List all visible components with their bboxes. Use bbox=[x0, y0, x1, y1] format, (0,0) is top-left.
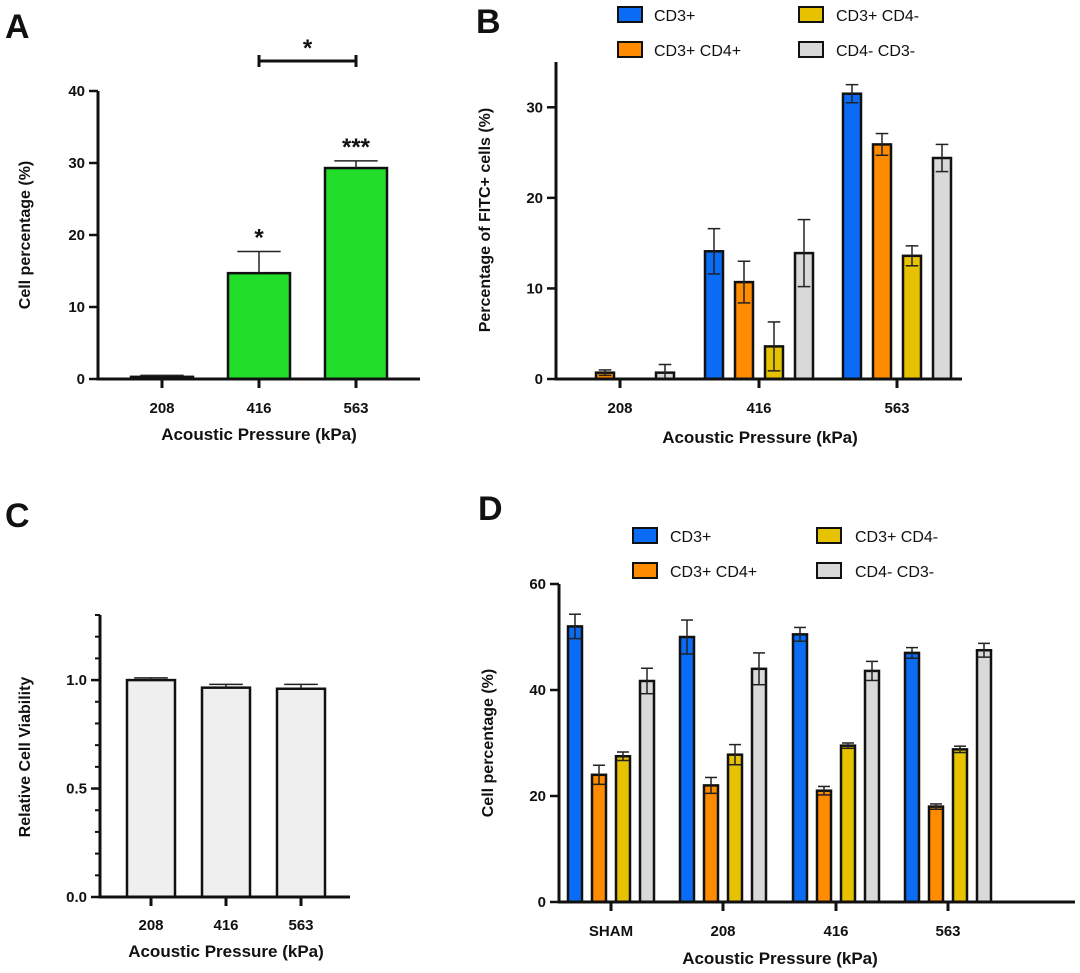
significance-marker: * bbox=[254, 225, 264, 252]
bar bbox=[951, 748, 969, 904]
bar bbox=[791, 633, 809, 904]
legend-label: CD3+ bbox=[670, 529, 711, 546]
x-tick-label: 563 bbox=[884, 400, 909, 417]
bar bbox=[815, 789, 833, 904]
legend-swatch bbox=[816, 527, 842, 544]
legend-swatch bbox=[798, 6, 824, 23]
bar bbox=[975, 649, 993, 904]
legend-label: CD4- CD3- bbox=[836, 43, 915, 60]
y-tick-label: 0.5 bbox=[66, 781, 87, 798]
legend-label: CD3+ CD4+ bbox=[654, 43, 741, 60]
bar bbox=[275, 687, 327, 899]
x-axis-label: Acoustic Pressure (kPa) bbox=[682, 949, 878, 968]
bar bbox=[590, 773, 608, 904]
y-tick-label: 10 bbox=[526, 280, 543, 297]
bar bbox=[841, 92, 863, 381]
legend-item: CD3+ bbox=[632, 527, 711, 546]
bar bbox=[901, 254, 923, 381]
y-tick-label: 40 bbox=[529, 682, 546, 699]
y-axis-label: Relative Cell Viability bbox=[17, 677, 34, 838]
legend-item: CD3+ CD4- bbox=[816, 527, 938, 546]
x-axis-label: Acoustic Pressure (kPa) bbox=[128, 942, 324, 961]
y-tick-label: 60 bbox=[529, 576, 546, 593]
x-tick-label: 416 bbox=[213, 917, 238, 934]
y-tick-label: 0 bbox=[535, 371, 543, 388]
legend-swatch bbox=[632, 527, 658, 544]
bar bbox=[226, 271, 292, 381]
y-tick-label: 1.0 bbox=[66, 672, 87, 689]
bar bbox=[903, 651, 921, 904]
y-tick-label: 20 bbox=[526, 190, 543, 207]
bar bbox=[323, 166, 389, 381]
legend-swatch bbox=[798, 41, 824, 58]
legend-item: CD4- CD3- bbox=[798, 41, 915, 60]
y-tick-label: 30 bbox=[526, 99, 543, 116]
bar bbox=[863, 669, 881, 904]
bar bbox=[566, 625, 584, 904]
bar bbox=[125, 678, 177, 899]
panel-letter: A bbox=[5, 8, 30, 46]
bar bbox=[927, 805, 945, 904]
panel-a: A 0 10 20 30 40 208 416 563 Acoustic Pressure (kP… bbox=[5, 8, 420, 444]
panel-letter: B bbox=[476, 3, 501, 41]
bar bbox=[200, 686, 252, 899]
bar bbox=[702, 784, 720, 904]
x-tick-label: 563 bbox=[343, 400, 368, 417]
panel-d: D 0 20 40 60 SHAM 208 416 563 Acoustic Pressure (… bbox=[478, 490, 1075, 968]
comparison-marker: * bbox=[303, 35, 313, 62]
bar bbox=[839, 744, 857, 904]
x-tick-label: 563 bbox=[288, 917, 313, 934]
legend-label: CD4- CD3- bbox=[855, 564, 934, 581]
significance-marker: *** bbox=[342, 134, 371, 161]
y-tick-label: 0 bbox=[77, 371, 85, 388]
bar bbox=[871, 143, 893, 381]
legend-swatch bbox=[617, 41, 643, 58]
legend-item: CD3+ CD4- bbox=[798, 6, 919, 25]
x-tick-label: 416 bbox=[746, 400, 771, 417]
legend-swatch bbox=[632, 562, 658, 579]
x-tick-label: 208 bbox=[710, 923, 735, 940]
x-tick-label: 563 bbox=[935, 923, 960, 940]
x-tick-label: 416 bbox=[823, 923, 848, 940]
y-tick-label: 0.0 bbox=[66, 889, 87, 906]
legend-item: CD3+ CD4+ bbox=[617, 41, 741, 60]
bar bbox=[614, 755, 632, 904]
bar bbox=[678, 635, 696, 904]
legend-swatch bbox=[816, 562, 842, 579]
y-tick-label: 40 bbox=[68, 83, 85, 100]
x-tick-label: SHAM bbox=[589, 923, 633, 940]
legend-label: CD3+ CD4- bbox=[836, 8, 919, 25]
y-tick-label: 0 bbox=[538, 894, 546, 911]
y-axis-label: Cell percentage (%) bbox=[17, 161, 34, 309]
bar bbox=[638, 679, 656, 904]
bar bbox=[726, 753, 744, 904]
panel-c: C 0.0 0.5 1.0 208 416 563 Acoustic Pressure (kP… bbox=[5, 497, 350, 961]
x-axis-label: Acoustic Pressure (kPa) bbox=[161, 425, 357, 444]
legend-item: CD3+ bbox=[617, 6, 695, 25]
legend-label: CD3+ CD4- bbox=[855, 529, 938, 546]
y-axis-label: Percentage of FITC+ cells (%) bbox=[477, 108, 494, 333]
legend-item: CD4- CD3- bbox=[816, 562, 934, 581]
x-axis-label: Acoustic Pressure (kPa) bbox=[662, 428, 858, 447]
bar bbox=[750, 667, 768, 904]
y-axis-label: Cell percentage (%) bbox=[480, 669, 497, 817]
panel-letter: D bbox=[478, 490, 503, 528]
panel-b: B 0 10 20 30 208 416 563 Acoustic Pressure (kPa)… bbox=[476, 3, 962, 447]
legend-swatch bbox=[617, 6, 643, 23]
y-tick-label: 30 bbox=[68, 155, 85, 172]
legend-label: CD3+ bbox=[654, 8, 695, 25]
x-tick-label: 208 bbox=[607, 400, 632, 417]
legend-label: CD3+ CD4+ bbox=[670, 564, 757, 581]
bar bbox=[931, 156, 953, 381]
legend-item: CD3+ CD4+ bbox=[632, 562, 757, 581]
y-tick-label: 10 bbox=[68, 299, 85, 316]
x-tick-label: 208 bbox=[138, 917, 163, 934]
y-tick-label: 20 bbox=[68, 227, 85, 244]
x-tick-label: 208 bbox=[149, 400, 174, 417]
panel-letter: C bbox=[5, 497, 30, 535]
x-tick-label: 416 bbox=[246, 400, 271, 417]
y-tick-label: 20 bbox=[529, 788, 546, 805]
